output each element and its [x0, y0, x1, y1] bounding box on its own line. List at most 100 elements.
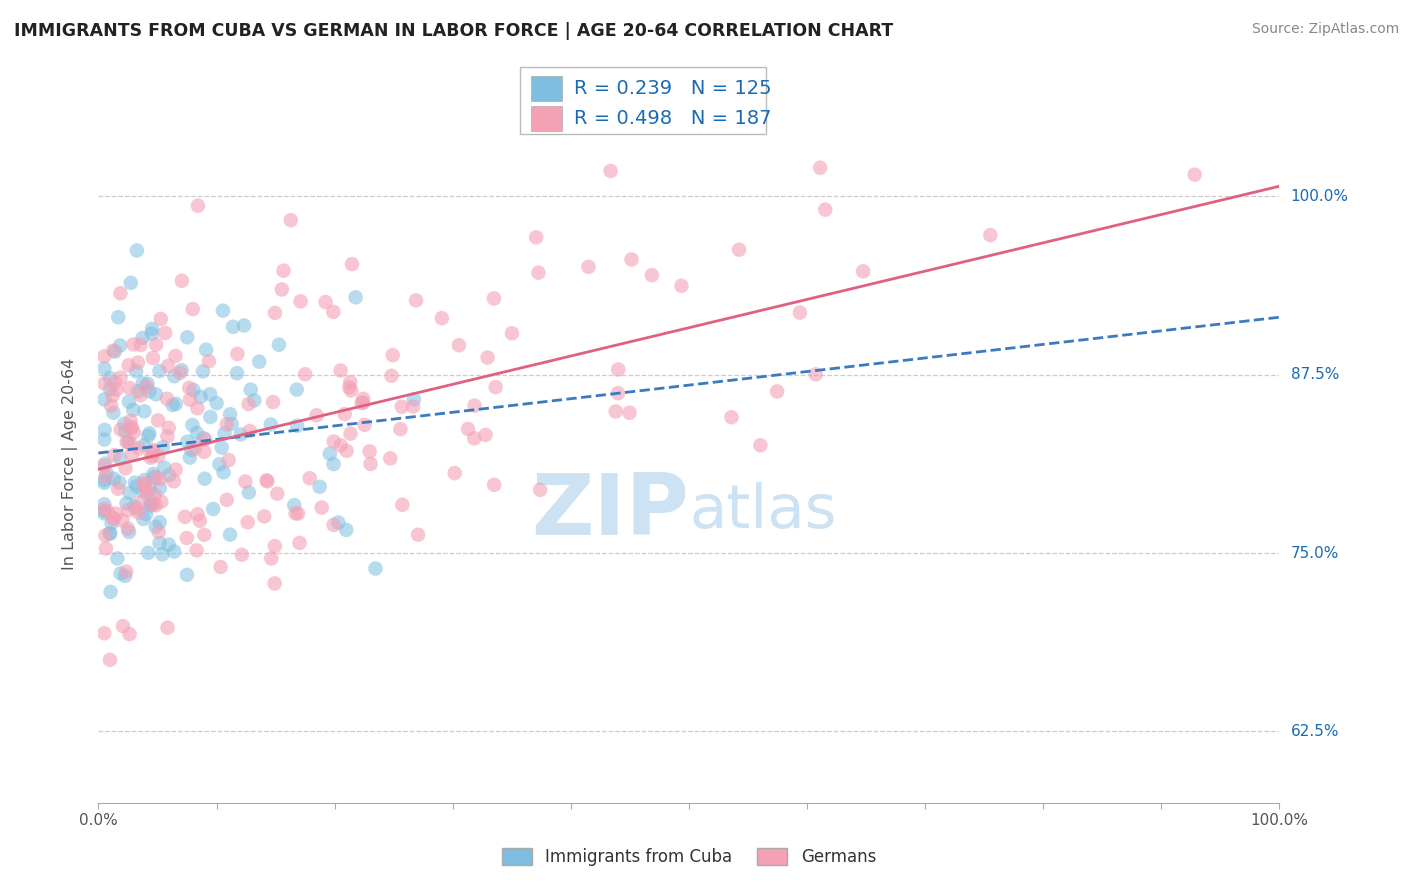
- Point: [186, 543, 208, 558]
- Point: [105, 507, 128, 521]
- Point: [134, 476, 156, 491]
- Text: R = 0.239   N = 125: R = 0.239 N = 125: [574, 78, 772, 98]
- Point: [215, 492, 238, 507]
- Point: [607, 386, 630, 401]
- Point: [315, 295, 337, 310]
- Point: [280, 213, 302, 227]
- Point: [529, 483, 551, 497]
- Point: [226, 347, 249, 361]
- Point: [149, 536, 172, 550]
- Point: [339, 376, 361, 390]
- Point: [156, 429, 179, 443]
- Point: [221, 417, 243, 431]
- Point: [287, 507, 309, 521]
- Point: [117, 503, 139, 517]
- Point: [105, 551, 128, 566]
- Point: [93, 392, 115, 407]
- Point: [110, 566, 132, 581]
- Point: [122, 337, 145, 351]
- Point: [209, 560, 232, 574]
- Point: [104, 344, 127, 359]
- Point: [120, 421, 142, 435]
- Point: [360, 457, 382, 471]
- Point: [344, 290, 367, 304]
- Point: [256, 473, 278, 487]
- Point: [148, 364, 170, 378]
- Y-axis label: In Labor Force | Age 20-64: In Labor Force | Age 20-64: [62, 358, 77, 570]
- Point: [179, 381, 201, 395]
- Point: [205, 396, 228, 410]
- Point: [239, 383, 262, 397]
- Point: [186, 401, 208, 416]
- Point: [482, 478, 505, 492]
- Point: [145, 337, 167, 351]
- Point: [607, 362, 630, 376]
- Point: [142, 442, 165, 457]
- Point: [112, 619, 135, 633]
- Point: [262, 395, 284, 409]
- Point: [142, 467, 165, 481]
- Point: [218, 453, 240, 467]
- Point: [352, 396, 374, 410]
- Point: [107, 482, 129, 496]
- Point: [671, 278, 693, 293]
- Point: [176, 434, 198, 449]
- Point: [208, 457, 231, 471]
- Point: [94, 469, 117, 483]
- Point: [474, 428, 496, 442]
- Point: [139, 483, 162, 497]
- Text: IMMIGRANTS FROM CUBA VS GERMAN IN LABOR FORCE | AGE 20-64 CORRELATION CHART: IMMIGRANTS FROM CUBA VS GERMAN IN LABOR …: [14, 22, 893, 40]
- Point: [804, 368, 827, 382]
- Point: [138, 426, 160, 441]
- Point: [229, 427, 252, 442]
- Point: [93, 504, 115, 518]
- Point: [100, 399, 122, 413]
- Point: [329, 363, 352, 377]
- Point: [136, 429, 159, 443]
- Point: [322, 517, 344, 532]
- Point: [129, 388, 152, 402]
- Point: [226, 366, 249, 380]
- Point: [100, 516, 122, 531]
- Point: [132, 376, 155, 391]
- Point: [121, 448, 143, 462]
- Point: [103, 406, 125, 420]
- Point: [114, 425, 136, 439]
- Point: [364, 561, 387, 575]
- Point: [333, 407, 356, 421]
- Point: [311, 500, 333, 515]
- Point: [139, 499, 162, 513]
- Point: [103, 511, 125, 525]
- Point: [139, 493, 162, 508]
- Point: [391, 498, 413, 512]
- Point: [125, 479, 148, 493]
- Point: [605, 404, 627, 418]
- Point: [181, 302, 204, 317]
- Point: [464, 399, 486, 413]
- Point: [141, 449, 163, 463]
- Point: [105, 383, 128, 397]
- Point: [350, 396, 373, 410]
- Point: [238, 397, 260, 411]
- Point: [191, 364, 214, 378]
- Point: [527, 266, 550, 280]
- Point: [193, 431, 215, 445]
- Point: [98, 382, 121, 396]
- Point: [131, 331, 153, 345]
- Point: [125, 364, 148, 378]
- Point: [129, 495, 152, 509]
- Point: [108, 475, 131, 490]
- Point: [149, 472, 172, 486]
- Point: [233, 318, 256, 333]
- Point: [118, 381, 141, 395]
- Point: [134, 404, 156, 418]
- Point: [163, 369, 186, 384]
- Point: [153, 460, 176, 475]
- Point: [239, 424, 262, 438]
- Point: [93, 458, 115, 473]
- Point: [136, 376, 159, 391]
- Point: [194, 433, 217, 447]
- Point: [120, 276, 142, 290]
- Point: [117, 358, 139, 372]
- Point: [127, 506, 149, 520]
